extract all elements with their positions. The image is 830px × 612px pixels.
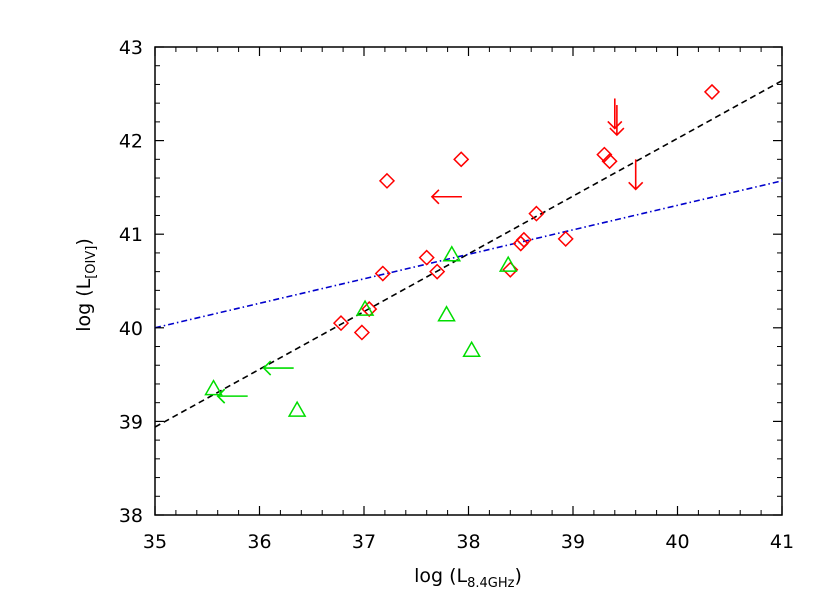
diamond-marker (418, 249, 435, 266)
x-tick-label: 38 (456, 531, 480, 553)
triangle-marker (355, 299, 375, 316)
fit-lines (154, 79, 783, 428)
x-axis-label: log (L8.4GHz) (414, 565, 522, 591)
x-tick-label: 36 (247, 531, 271, 553)
diamond-marker (378, 172, 396, 189)
y-tick-label: 39 (119, 411, 143, 433)
diamond-marker (703, 83, 721, 100)
diamond-marker (361, 301, 378, 318)
triangle-marker (498, 255, 518, 272)
left-arrow-head (430, 189, 440, 205)
x-tick-label: 37 (352, 531, 376, 553)
x-axis-label-prefix: log (L (414, 565, 467, 587)
y-axis-label-prefix: log (L (73, 278, 95, 331)
fit-line-dashdot (154, 180, 783, 329)
x-axis-label-suffix: ) (514, 565, 521, 587)
diamond-marker (429, 263, 446, 280)
plot-frame (154, 46, 783, 516)
plot-area (154, 46, 783, 516)
y-tick-label: 43 (119, 37, 143, 59)
x-tick-label: 39 (561, 531, 585, 553)
upper-limit-arrows (216, 98, 644, 404)
axis-ticks: 35 36 37 38 39 40 41 38 39 40 41 42 43 (119, 37, 794, 553)
y-axis-label-subscript: [OIV] (84, 246, 99, 279)
y-tick-label: 42 (119, 131, 143, 153)
left-arrow-head (262, 360, 272, 376)
down-arrow-head (607, 120, 623, 130)
diamond-marker (332, 315, 350, 332)
diamond-marker (601, 153, 618, 170)
y-axis-label-suffix: ) (73, 238, 95, 245)
diamond-marker (353, 324, 370, 341)
diamond-marker (512, 235, 529, 252)
diamond-marker (515, 231, 532, 248)
triangle-marker (437, 305, 456, 322)
diamond-marker (453, 151, 470, 168)
y-axis-label: log (L[OIV]) (73, 238, 99, 332)
y-tick-label: 38 (119, 505, 143, 527)
x-tick-label: 40 (665, 531, 689, 553)
triangle-marker (462, 340, 481, 358)
diamond-marker (557, 230, 574, 247)
diamond-marker (528, 205, 545, 222)
y-tick-label: 40 (119, 318, 143, 340)
x-tick-label: 35 (143, 531, 167, 553)
down-arrow-head (609, 127, 625, 137)
left-arrow-head (216, 388, 226, 404)
triangle-marker (442, 245, 462, 262)
data-markers (204, 83, 721, 417)
diamond-marker (374, 265, 391, 282)
diamond-marker (596, 146, 613, 163)
fit-line-dashed (154, 79, 783, 428)
triangle-marker (204, 379, 223, 396)
down-arrow-head (628, 181, 644, 191)
triangle-marker (287, 400, 307, 417)
x-tick-label: 41 (770, 531, 794, 553)
x-axis-label-subscript: 8.4GHz (467, 576, 515, 591)
y-tick-label: 41 (119, 224, 143, 246)
